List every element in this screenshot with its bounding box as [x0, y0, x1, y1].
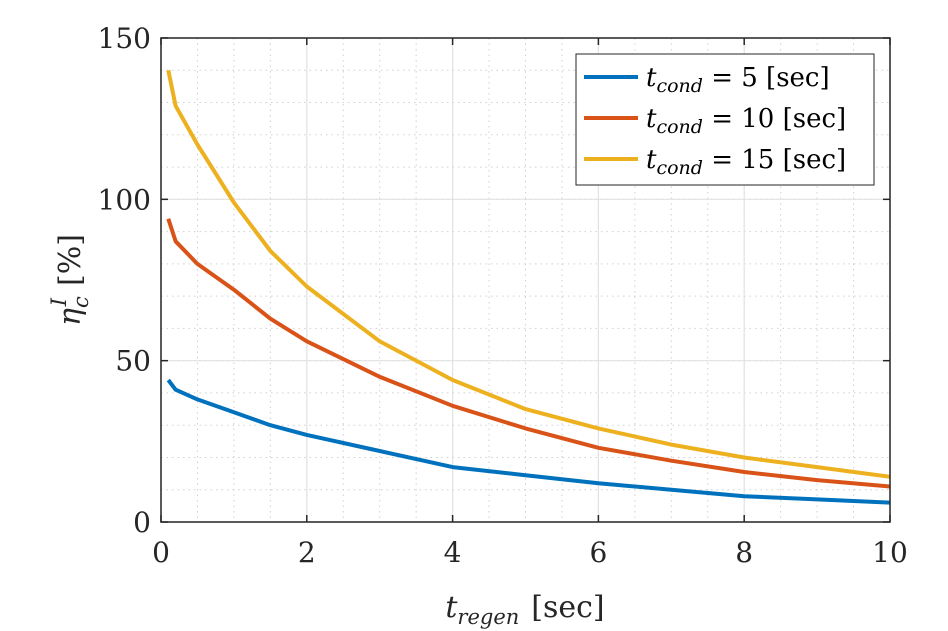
x-tick-label: 0	[152, 536, 170, 569]
y-tick-label: 0	[133, 506, 151, 539]
x-axis-label: tregen [sec]	[445, 590, 604, 629]
series-line-2	[166, 218, 891, 489]
x-tick-label: 4	[444, 536, 462, 569]
x-tick-label: 2	[298, 536, 316, 569]
x-tick-label: 8	[735, 536, 753, 569]
legend-label: tcond = 15 [sec]	[646, 145, 846, 179]
y-tick-label: 100	[98, 183, 151, 216]
x-tick-label: 10	[872, 536, 908, 569]
plot-frame	[160, 37, 891, 523]
series-line-1	[166, 378, 891, 505]
legend: tcond = 5 [sec] tcond = 10 [sec] tcond = 1…	[575, 53, 875, 186]
y-tick-label: 150	[98, 22, 151, 55]
x-tick-label: 6	[589, 536, 607, 569]
series-lines	[166, 69, 891, 505]
y-axis-label: ηcI[%]	[47, 234, 93, 326]
legend-label: tcond = 10 [sec]	[646, 104, 846, 138]
legend-label: tcond = 5 [sec]	[646, 63, 830, 97]
y-tick-label: 50	[115, 345, 151, 378]
series-line-3	[166, 69, 891, 479]
